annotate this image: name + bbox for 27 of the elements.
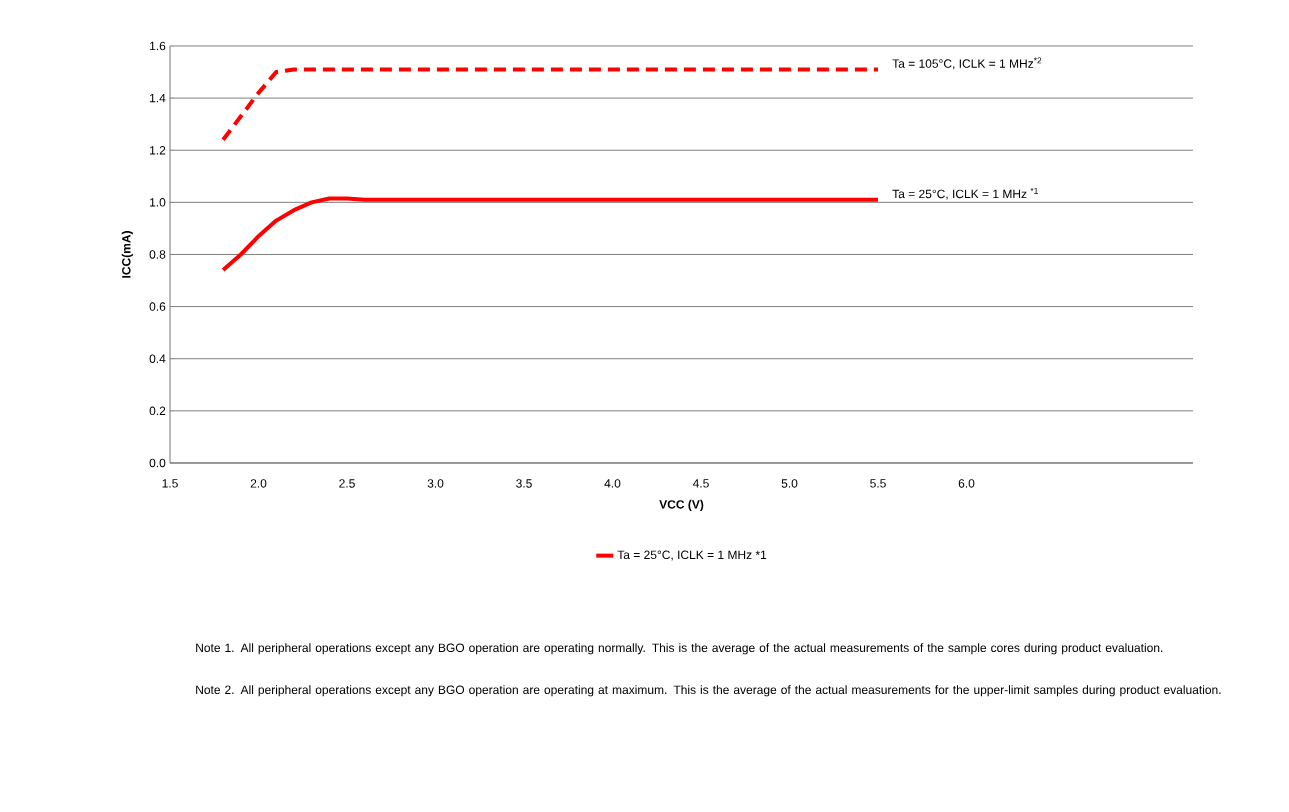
x-axis-title: VCC (V): [659, 499, 704, 512]
legend-label: Ta = 25°C, ICLK = 1 MHz *1: [617, 550, 767, 561]
annotation: Ta = 25°C, ICLK = 1 MHz $^{*1}$: [892, 187, 1038, 200]
x-tick-label: 3.5: [516, 479, 532, 488]
x-tick-label: 1.5: [162, 479, 178, 488]
x-tick-label: 5.5: [870, 479, 886, 488]
y-tick-label: 0.6: [149, 302, 166, 311]
y-tick-label: 1.6: [150, 41, 166, 51]
y-tick-label: 0.8: [149, 250, 166, 259]
y-tick-label: 1.4: [150, 93, 166, 103]
x-tick-label: 4.5: [692, 479, 709, 488]
line-series: [221, 196, 880, 273]
y-tick-label: 0.2: [149, 406, 166, 416]
x-tick-label: 6.0: [958, 479, 975, 488]
y-tick-label: 0.4: [149, 354, 166, 363]
y-tick-label: 0.0: [149, 458, 166, 468]
text: Note 2. All peripheral operations except any BGO operation are operating at maximum. This is the average of the actual measurements for the upper-limit samples during product evaluation.: [196, 685, 1221, 697]
y-tick-label: 1.2: [150, 146, 166, 155]
x-tick-label: 2.0: [250, 479, 267, 488]
x-tick-label: 2.5: [339, 479, 355, 488]
x-tick-label: 3.0: [427, 479, 444, 488]
text: Note 1. All peripheral operations except any BGO operation are operating normally. This is the average of the actual measurements of the sample cores during product evaluation.: [196, 643, 1163, 655]
y-tick-label: 1.0: [150, 198, 166, 207]
y-axis-title: ICC(mA): [121, 231, 133, 278]
x-tick-label: 4.0: [604, 479, 621, 488]
annotation: Ta = 105°C, ICLK = 1 MHz$^{*2}$: [892, 57, 1042, 70]
x-tick-label: 5.0: [781, 479, 798, 488]
